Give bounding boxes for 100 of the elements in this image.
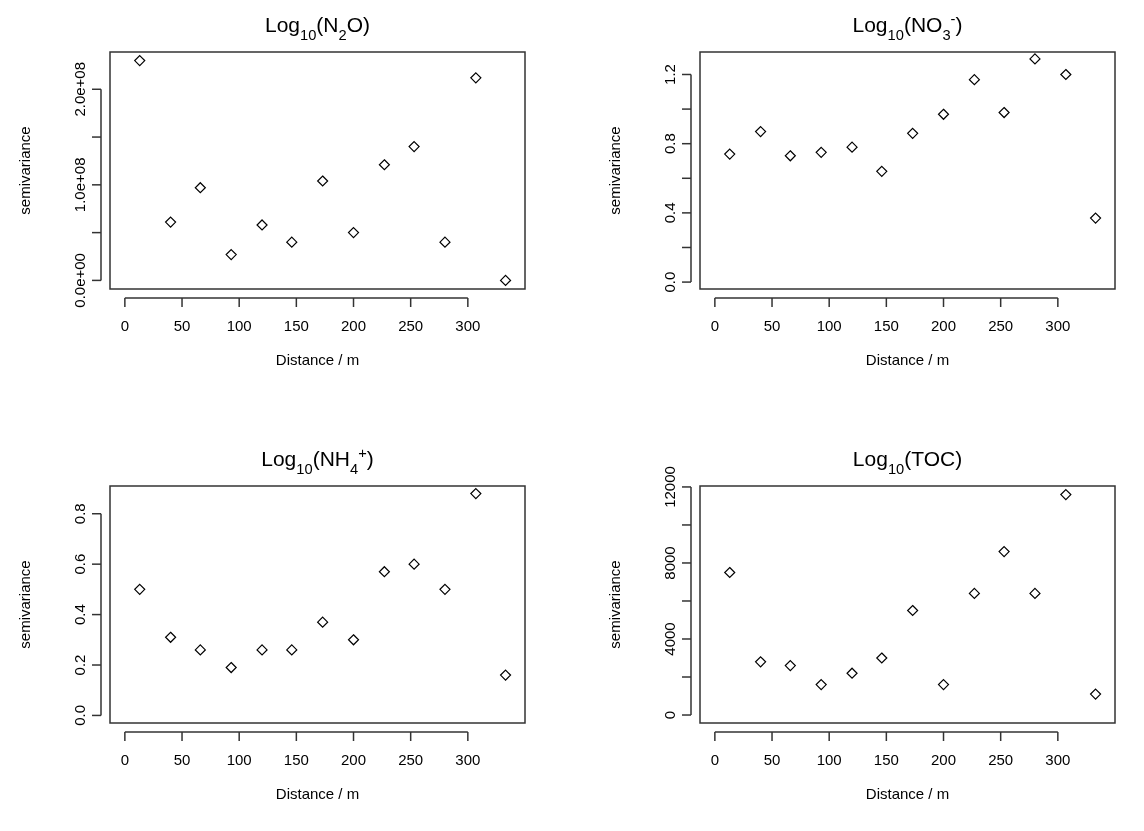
- y-axis-title: semivariance: [16, 560, 33, 649]
- point: [1089, 212, 1102, 224]
- x-tick-label: 200: [931, 317, 957, 334]
- x-tick-label: 0: [710, 317, 720, 334]
- point: [439, 583, 451, 595]
- point: [815, 146, 827, 158]
- point: [378, 566, 390, 578]
- y-tick-label: 0.0: [661, 271, 678, 293]
- point: [754, 125, 767, 138]
- y-axis-title: semivariance: [606, 126, 623, 215]
- x-tick-label: 200: [931, 751, 957, 768]
- chart-title: Log$_{10}$(N$_{2}$O): [264, 13, 371, 43]
- point: [846, 667, 858, 679]
- y-tick-label: 0.0: [71, 705, 88, 726]
- x-tick-label: 250: [398, 317, 424, 334]
- x-tick-label: 300: [1045, 317, 1071, 334]
- x-tick-label: 50: [763, 751, 781, 768]
- point: [256, 644, 268, 656]
- x-tick-label: 100: [816, 317, 842, 334]
- x-tick-label: 250: [988, 751, 1014, 768]
- point: [724, 148, 736, 160]
- x-tick-label: 50: [763, 317, 781, 334]
- point: [1029, 587, 1041, 599]
- point: [1029, 53, 1041, 65]
- point: [499, 669, 512, 681]
- point: [815, 679, 827, 691]
- y-tick-label: 0.8: [661, 133, 678, 155]
- chart-title: Log$_{10}$(TOC): [852, 447, 963, 477]
- point: [347, 227, 360, 239]
- point: [998, 545, 1010, 558]
- point: [470, 487, 482, 500]
- x-tick-label: 50: [173, 751, 191, 768]
- point: [164, 631, 177, 643]
- x-tick-label: 100: [226, 317, 252, 334]
- x-axis-title: Distance / m: [275, 785, 360, 802]
- point: [134, 55, 146, 67]
- x-tick-label: 300: [455, 751, 481, 768]
- y-tick-label: 0.6: [71, 553, 88, 575]
- x-tick-label: 200: [341, 317, 367, 334]
- point: [164, 216, 177, 228]
- x-tick-label: 0: [120, 751, 130, 768]
- y-tick-label: 0.0e+00: [71, 253, 88, 308]
- y-tick-label: 0.4: [71, 604, 88, 626]
- y-tick-label: 0.8: [71, 503, 88, 525]
- point: [225, 661, 237, 674]
- y-tick-label: 12000: [661, 466, 678, 508]
- x-tick-label: 200: [341, 751, 367, 768]
- point: [907, 127, 919, 139]
- point: [194, 182, 206, 194]
- y-tick-label: 8000: [661, 546, 678, 580]
- x-tick-label: 150: [283, 317, 309, 334]
- y-axis-title: semivariance: [606, 560, 623, 649]
- y-tick-label: 1.2: [661, 64, 678, 85]
- point: [499, 274, 512, 286]
- y-tick-label: 2.0e+08: [71, 61, 88, 117]
- point: [1060, 488, 1072, 501]
- point: [286, 644, 298, 656]
- point: [1060, 68, 1072, 81]
- x-tick-label: 150: [873, 317, 899, 334]
- chart-title: Log$_{10}$(NO$_{3}$$^{-}$): [852, 11, 963, 43]
- point: [968, 587, 980, 599]
- point: [286, 236, 298, 248]
- x-tick-label: 300: [455, 317, 481, 334]
- y-tick-label: 0.4: [661, 202, 678, 224]
- y-axis-title: semivariance: [16, 126, 33, 215]
- y-tick-label: 4000: [661, 622, 678, 656]
- point: [408, 141, 420, 153]
- point: [968, 74, 980, 86]
- x-tick-label: 100: [816, 751, 842, 768]
- point: [937, 108, 950, 120]
- point: [784, 660, 796, 672]
- x-tick-label: 100: [226, 751, 252, 768]
- chart-title: Log$_{10}$(NH$_{4}$$^{+}$): [261, 445, 374, 477]
- x-tick-label: 50: [173, 317, 191, 334]
- x-tick-label: 0: [120, 317, 130, 334]
- x-tick-label: 250: [988, 317, 1014, 334]
- point: [998, 106, 1010, 119]
- point: [225, 249, 237, 261]
- point: [378, 159, 390, 171]
- y-tick-label: 1.0e+08: [71, 157, 88, 213]
- point: [470, 72, 482, 84]
- x-axis-title: Distance / m: [865, 351, 950, 368]
- point: [317, 616, 329, 628]
- point: [937, 679, 950, 691]
- point: [754, 656, 767, 668]
- x-tick-label: 0: [710, 751, 720, 768]
- y-tick-label: 0.2: [71, 654, 88, 676]
- x-tick-label: 300: [1045, 751, 1071, 768]
- point: [876, 652, 888, 664]
- x-tick-label: 150: [283, 751, 309, 768]
- point: [439, 236, 451, 248]
- point: [784, 150, 796, 162]
- point: [724, 566, 736, 579]
- point: [256, 219, 268, 231]
- point: [1089, 688, 1102, 700]
- point: [876, 165, 888, 177]
- point: [134, 583, 146, 595]
- x-tick-label: 150: [873, 751, 899, 768]
- y-tick-label: 0: [661, 710, 678, 720]
- x-tick-label: 250: [398, 751, 424, 768]
